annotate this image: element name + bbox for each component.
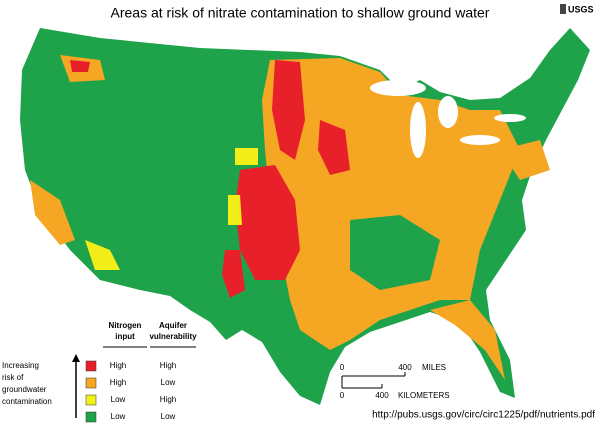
source-url: http://pubs.usgs.gov/circ/circ1225/pdf/n… — [372, 410, 595, 421]
scale-unit: MILES — [422, 363, 446, 372]
risk-zone — [430, 300, 505, 380]
legend-swatch — [85, 377, 97, 389]
scale-label: 0 — [340, 391, 345, 400]
legend-header: Nitrogen — [109, 321, 142, 330]
risk-zone — [70, 60, 90, 72]
legend-nitrogen: Low — [111, 412, 126, 421]
legend-nitrogen: Low — [111, 395, 126, 404]
legend-side-label: risk of — [2, 373, 24, 382]
risk-zone — [500, 140, 550, 180]
logo: USGS — [560, 4, 594, 14]
legend-nitrogen: High — [110, 361, 126, 370]
legend-swatch — [85, 394, 97, 406]
logo-text: USGS — [568, 4, 594, 14]
risk-zone — [85, 240, 120, 270]
lake — [438, 96, 458, 128]
map — [20, 28, 590, 405]
legend-arrow-head — [72, 354, 80, 362]
legend-header: input — [115, 332, 135, 341]
lake — [370, 80, 426, 96]
scale-label: 0 — [340, 363, 345, 372]
scale-bar: 0 400 MILES 0 400 KILOMETERS — [340, 363, 450, 400]
legend-aquifer: High — [160, 395, 176, 404]
title: Areas at risk of nitrate contamination t… — [111, 5, 490, 21]
legend-aquifer: Low — [161, 378, 176, 387]
scale-unit: KILOMETERS — [398, 391, 450, 400]
legend: Increasing risk of groundwater contaminatio… — [2, 321, 197, 423]
risk-zone — [235, 165, 300, 280]
legend-side-label: groundwater — [2, 385, 47, 394]
risk-zone — [228, 195, 242, 225]
low-zone — [350, 215, 440, 290]
lake — [460, 135, 500, 145]
logo-mark — [560, 4, 566, 14]
legend-swatch — [85, 411, 97, 423]
legend-aquifer: High — [160, 361, 176, 370]
legend-side-label: Increasing — [2, 361, 39, 370]
legend-nitrogen: High — [110, 378, 126, 387]
risk-zone — [318, 120, 350, 175]
legend-header: vulnerability — [149, 332, 197, 341]
legend-side-label: contamination — [2, 397, 52, 406]
scale-label: 400 — [375, 391, 389, 400]
legend-swatch — [85, 360, 97, 372]
lake — [494, 114, 526, 122]
risk-zone — [30, 180, 75, 245]
risk-zone — [272, 60, 305, 160]
legend-header: Aquifer — [159, 321, 187, 330]
risk-zone — [235, 148, 258, 165]
risk-zone — [222, 250, 245, 298]
lake — [410, 102, 426, 158]
scale-label: 400 — [398, 363, 412, 372]
legend-aquifer: Low — [161, 412, 176, 421]
